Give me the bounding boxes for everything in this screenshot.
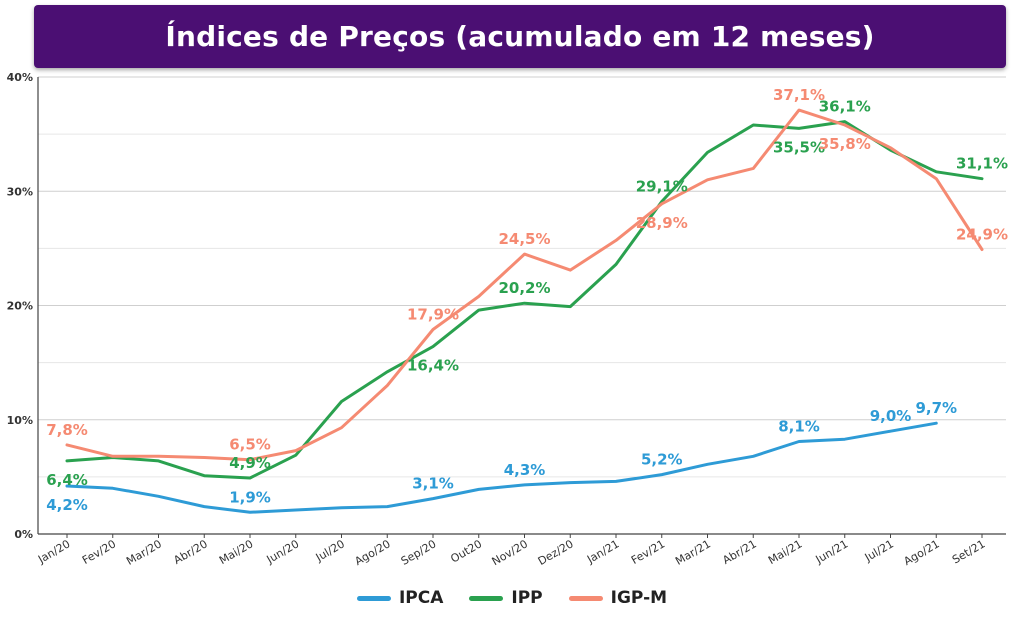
legend-label: IPP	[511, 588, 543, 608]
chart-title: Índices de Preços (acumulado em 12 meses…	[165, 20, 875, 53]
data-label: 4,3%	[504, 461, 546, 479]
y-tick-label: 30%	[7, 185, 33, 198]
series-line-ipca	[65, 421, 938, 514]
legend-item: IGP-M	[568, 588, 668, 608]
x-tick-label: Jan/21	[584, 537, 621, 566]
x-tick-label: Dez/20	[536, 537, 576, 568]
data-label: 4,2%	[46, 496, 88, 514]
x-tick-label: Fev/21	[629, 537, 667, 567]
x-tick-label: Ago/21	[902, 537, 942, 568]
x-tick-label: Ago/20	[353, 537, 393, 568]
grid-lines	[38, 76, 1006, 535]
data-label: 9,0%	[870, 407, 912, 425]
data-label: 5,2%	[641, 451, 683, 469]
data-label: 36,1%	[819, 98, 871, 116]
data-label: 16,4%	[407, 357, 459, 375]
x-tick-label: Abr/21	[720, 537, 758, 567]
x-tick-label: Jul/21	[862, 537, 896, 564]
data-label: 35,5%	[773, 138, 825, 156]
y-tick-label: 20%	[7, 300, 33, 313]
data-label: 4,9%	[229, 454, 271, 472]
series-line-igp-m	[65, 108, 984, 462]
x-tick-label: Jan/20	[35, 537, 72, 566]
legend-item: IPP	[469, 588, 543, 608]
y-tick-label: 10%	[7, 414, 33, 427]
data-label: 7,8%	[46, 421, 88, 439]
x-tick-label: Sep/20	[399, 537, 439, 567]
x-tick-label: Mai/20	[217, 537, 256, 567]
series-line-ipp	[65, 120, 984, 480]
data-label: 6,5%	[229, 436, 271, 454]
legend-swatch	[469, 595, 504, 601]
data-label: 24,5%	[498, 230, 550, 248]
x-tick-label: Set/21	[950, 537, 987, 566]
legend: IPCA IPP IGP-M	[0, 588, 1024, 608]
y-tick-label: 0%	[14, 528, 33, 541]
x-tick-label: Nov/20	[490, 537, 530, 568]
x-tick-label: Mar/20	[124, 537, 164, 567]
series-lines	[65, 108, 984, 514]
data-label: 24,9%	[956, 226, 1008, 244]
data-label: 1,9%	[229, 488, 271, 506]
x-tick-label: Abr/20	[171, 537, 209, 567]
x-tick-label: Jul/20	[313, 537, 347, 564]
legend-item: IPCA	[356, 588, 444, 608]
data-label: 6,4%	[46, 471, 88, 489]
data-label: 31,1%	[956, 155, 1008, 173]
data-label: 9,7%	[915, 399, 957, 417]
data-labels: 4,2% 1,9% 3,1% 4,3% 5,2% 8,1% 9,0% 9,7% 6,4% 4,9%…	[46, 86, 1008, 514]
x-tick-label: Mar/21	[673, 537, 713, 567]
legend-label: IGP-M	[610, 588, 668, 608]
x-tick-label: Out20	[448, 537, 484, 565]
legend-label: IPCA	[398, 588, 444, 608]
data-label: 29,1%	[636, 178, 688, 196]
data-label: 28,9%	[636, 214, 688, 232]
data-label: 3,1%	[412, 475, 454, 493]
legend-swatch	[568, 595, 603, 601]
x-tick-label: Jun/21	[813, 537, 851, 566]
data-label: 17,9%	[407, 305, 459, 323]
title-banner: Índices de Preços (acumulado em 12 meses…	[34, 5, 1006, 68]
data-label: 8,1%	[778, 417, 820, 435]
x-tick-label: Mai/21	[766, 537, 805, 567]
x-tick-label: Jun/20	[264, 537, 302, 566]
legend-swatch	[356, 595, 391, 601]
y-tick-label: 40%	[7, 71, 33, 84]
x-tick-label: Fev/20	[80, 537, 118, 567]
data-label: 37,1%	[773, 86, 825, 104]
data-label: 20,2%	[498, 279, 550, 297]
data-label: 35,8%	[819, 135, 871, 153]
